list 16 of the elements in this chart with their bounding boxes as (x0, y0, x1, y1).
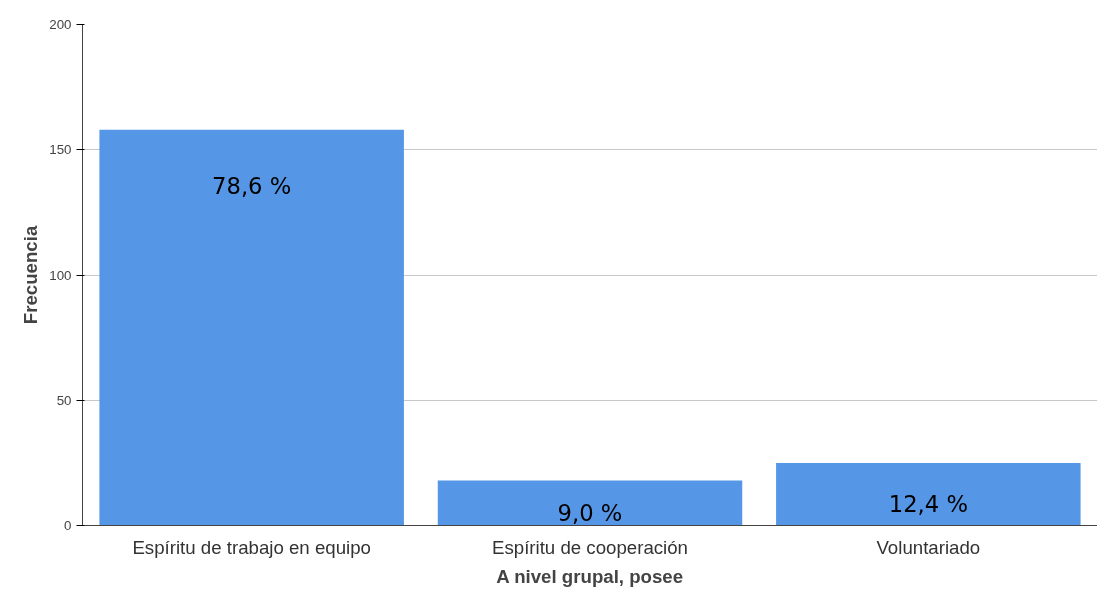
bar (99, 129, 404, 526)
y-tick-label: 100 (49, 267, 72, 283)
bar (776, 462, 1081, 526)
x-tick-label: Voluntariado (876, 536, 981, 558)
x-tick-label: Espíritu de cooperación (492, 536, 689, 558)
bar (437, 480, 743, 526)
y-axis-title: Frecuencia (20, 225, 42, 325)
y-tick-label: 200 (49, 17, 72, 32)
x-axis-title: A nivel grupal, posee (496, 565, 684, 587)
y-tick-label: 50 (56, 392, 72, 408)
annotation: 78,6 % (212, 172, 292, 199)
y-tick-label: 150 (49, 142, 72, 158)
y-tick-label: 0 (64, 518, 72, 533)
annotation: 9,0 % (557, 499, 623, 526)
annotation: 12,4 % (888, 491, 968, 518)
x-tick-label: Espíritu de trabajo en equipo (132, 536, 371, 558)
